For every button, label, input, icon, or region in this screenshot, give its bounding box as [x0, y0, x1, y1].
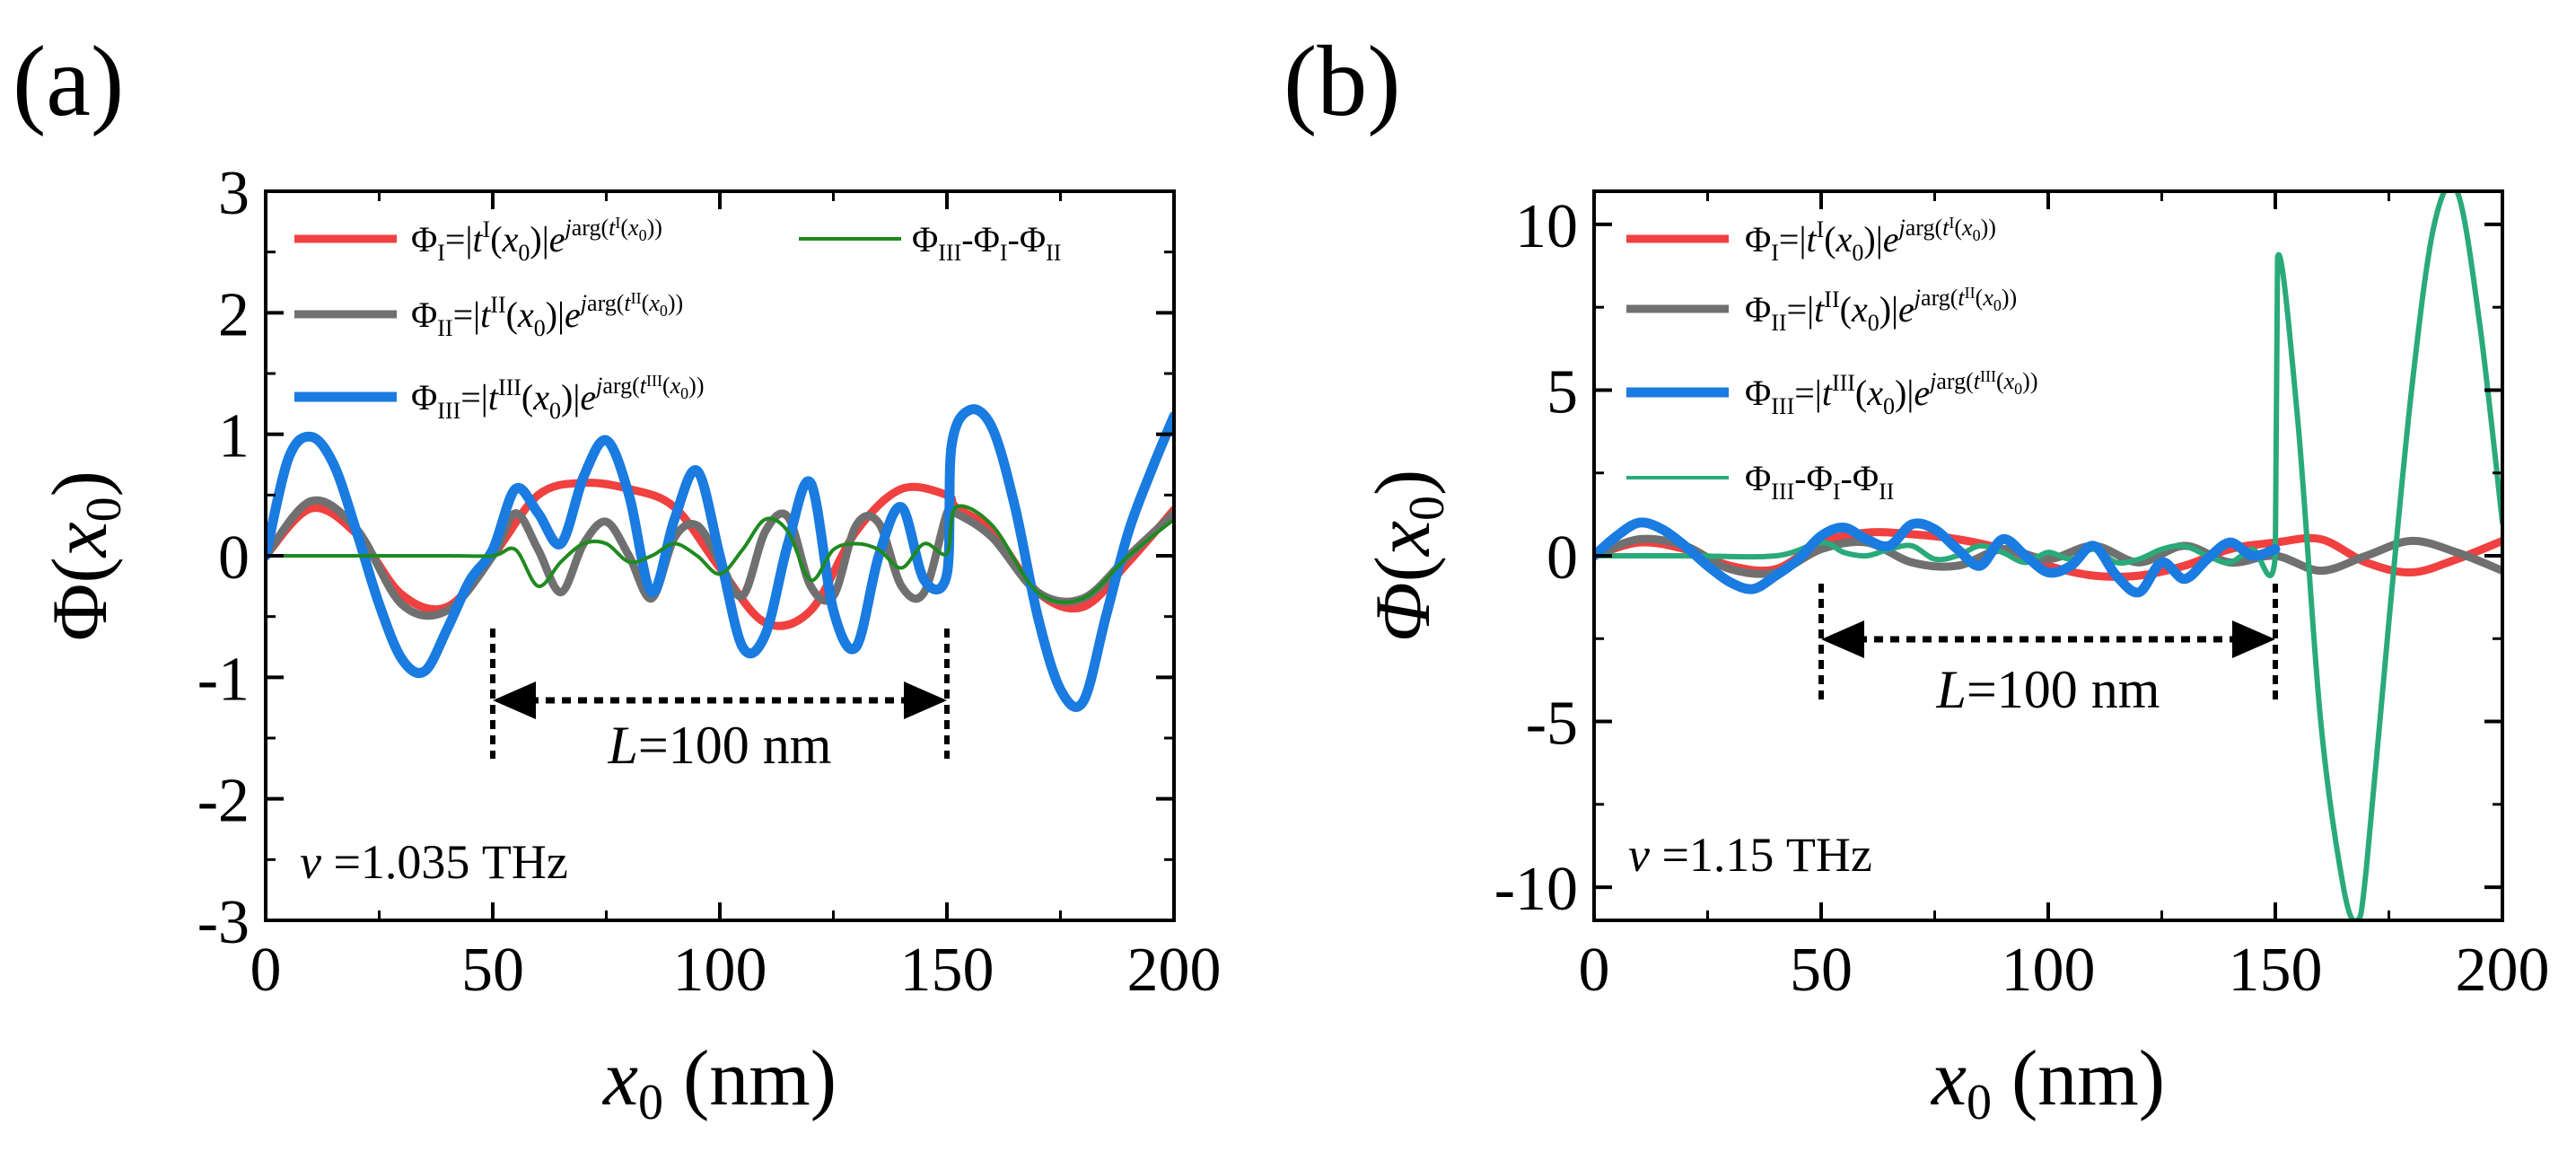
- length-value-a: =100 nm: [638, 716, 832, 775]
- region-arrow-left-head-b: [1821, 620, 1864, 658]
- y-tick-label-1-a: 1: [218, 402, 250, 471]
- frequency-value-a: =1.035 THz: [321, 835, 568, 889]
- y-axis-label-symbol-b: Φ: [1360, 582, 1447, 642]
- legend-entry-phi1-a: ΦI=|tI(x0)|ejarg(tI(x0)): [294, 214, 662, 266]
- frequency-symbol-a: ν: [300, 835, 321, 889]
- legend-entry-phi3-b: ΦIII=|tIII(x0)|ejarg(tIII(x0)): [1626, 367, 2038, 419]
- y-axis-label-symbol-a: Φ: [37, 584, 124, 641]
- y-tick-label--5-b: -5: [1526, 690, 1578, 759]
- length-symbol-a: L: [608, 716, 638, 775]
- legend-a: ΦI=|tI(x0)|ejarg(tI(x0)) ΦII=|tII(x0)|ej…: [294, 214, 1061, 424]
- series-line-phi3-a: [266, 404, 1174, 712]
- x-axis-label-var-b: x: [1930, 1035, 1967, 1122]
- y-tick-label-2-a: 2: [218, 280, 250, 349]
- x-tick-label-100-a: 100: [673, 936, 767, 1005]
- x-axis-label-unit-b: (nm): [1992, 1035, 2165, 1122]
- legend-text-diff-b: ΦIII-ΦI-ΦII: [1745, 458, 1894, 505]
- legend-text-diff-a: ΦIII-ΦI-ΦII: [912, 219, 1061, 266]
- legend-entry-phi3-a: ΦIII=|tIII(x0)|ejarg(tIII(x0)): [294, 372, 705, 424]
- frequency-note-b: ν =1.15 THz: [1628, 828, 1872, 882]
- x-tick-label-50-a: 50: [461, 936, 524, 1005]
- frequency-value-b: =1.15 THz: [1650, 828, 1872, 882]
- legend-b: ΦI=|tI(x0)|ejarg(tI(x0)) ΦII=|tII(x0)|ej…: [1626, 214, 2038, 505]
- frequency-symbol-b: ν: [1628, 828, 1650, 882]
- region-annotation-a: L=100 nm: [490, 629, 950, 775]
- y-axis-label-sub-a: 0: [76, 497, 132, 522]
- y-tick-label-0-b: 0: [1546, 523, 1578, 593]
- x-axis-label-sub-b: 0: [1967, 1075, 1992, 1130]
- y-tick-label-10-b: 10: [1515, 192, 1578, 261]
- legend-text-phi3-b: ΦIII=|tIII(x0)|ejarg(tIII(x0)): [1745, 367, 2038, 419]
- legend-text-phi2-b: ΦII=|tII(x0)|ejarg(tII(x0)): [1745, 284, 2017, 336]
- y-axis-label-sub-b: 0: [1399, 496, 1455, 521]
- tick-group-a: 0 50 100 150 200 -3 -2 -1 0 1 2 3: [197, 159, 1222, 1005]
- y-axis-label-a: Φ(x0): [37, 470, 132, 641]
- x-axis-label-a: x0 (nm): [601, 1035, 837, 1130]
- frequency-note-a: ν =1.035 THz: [300, 835, 568, 889]
- y-tick-label-5-b: 5: [1546, 357, 1578, 427]
- y-tick-label--3-a: -3: [197, 888, 250, 957]
- series-line-phi2-b: [1594, 534, 2502, 578]
- y-tick-label--10-b: -10: [1494, 855, 1578, 924]
- legend-entry-phi1-b: ΦI=|tI(x0)|ejarg(tI(x0)): [1626, 214, 1996, 266]
- x-axis-label-b: x0 (nm): [1930, 1035, 2165, 1130]
- y-tick-label-0-a: 0: [218, 523, 250, 593]
- y-axis-label-b: Φ(x0): [1360, 470, 1455, 643]
- tick-group-b: 0 50 100 150 200 -10 -5 0 5 10: [1494, 191, 2550, 1005]
- x-axis-label-unit-a: (nm): [663, 1035, 837, 1122]
- series-group-b: [1594, 191, 2502, 920]
- legend-text-phi1-a: ΦI=|tI(x0)|ejarg(tI(x0)): [411, 214, 662, 266]
- region-arrow-left-head-a: [493, 682, 536, 719]
- y-tick-label-3-a: 3: [218, 159, 250, 228]
- length-symbol-b: L: [1936, 660, 1967, 719]
- legend-entry-phi2-a: ΦII=|tII(x0)|ejarg(tII(x0)): [294, 289, 683, 341]
- legend-entry-diff-b: ΦIII-ΦI-ΦII: [1626, 458, 1894, 505]
- x-tick-label-50-b: 50: [1790, 936, 1853, 1005]
- series-line-phi3-b: [1594, 517, 2281, 598]
- x-tick-label-100-b: 100: [2002, 936, 2096, 1005]
- series-group-a: [266, 404, 1174, 712]
- x-axis-label-sub-a: 0: [638, 1075, 663, 1130]
- region-annotation-b: L=100 nm: [1818, 584, 2278, 719]
- length-value-b: =100 nm: [1967, 660, 2160, 719]
- region-arrow-right-head-b: [2232, 620, 2275, 658]
- y-tick-label--2-a: -2: [197, 767, 250, 836]
- y-tick-label--1-a: -1: [197, 645, 250, 714]
- legend-text-phi3-a: ΦIII=|tIII(x0)|ejarg(tIII(x0)): [411, 372, 705, 424]
- length-annotation-a: L=100 nm: [608, 716, 832, 775]
- x-axis-label-var-a: x: [601, 1035, 638, 1122]
- y-axis-label-var-b: x: [1360, 521, 1447, 558]
- series-line-diff-a: [266, 504, 1174, 604]
- length-annotation-b: L=100 nm: [1936, 660, 2160, 719]
- x-tick-label-200-a: 200: [1127, 936, 1222, 1005]
- y-axis-label-var-a: x: [37, 522, 124, 558]
- panel-label-b: (b): [1284, 26, 1401, 137]
- x-tick-label-0-b: 0: [1579, 936, 1610, 1005]
- legend-entry-diff-a: ΦIII-ΦI-ΦII: [799, 219, 1061, 266]
- legend-text-phi2-a: ΦII=|tII(x0)|ejarg(tII(x0)): [411, 289, 683, 341]
- legend-entry-phi2-b: ΦII=|tII(x0)|ejarg(tII(x0)): [1626, 284, 2017, 336]
- legend-text-phi1-b: ΦI=|tI(x0)|ejarg(tI(x0)): [1745, 214, 1996, 266]
- region-arrow-right-head-a: [904, 682, 947, 719]
- x-tick-label-150-b: 150: [2229, 936, 2323, 1005]
- x-tick-label-0-a: 0: [250, 936, 282, 1005]
- x-tick-label-150-a: 150: [900, 936, 994, 1005]
- x-tick-label-200-b: 200: [2456, 936, 2550, 1005]
- panel-label-a: (a): [13, 26, 124, 137]
